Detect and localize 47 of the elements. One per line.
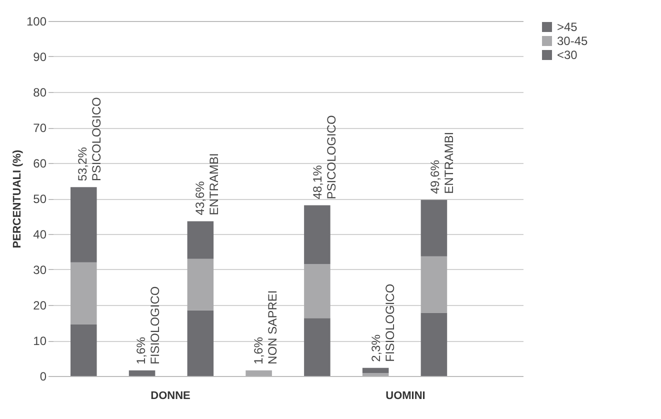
x-tick-label: FISIOLOGICO <box>383 284 398 362</box>
y-tick-label: 0 <box>40 370 47 384</box>
x-tick-label: ENTRAMBI <box>442 132 456 194</box>
legend-label: 30-45 <box>557 34 588 48</box>
bar <box>304 264 330 318</box>
bar <box>304 318 330 376</box>
total-label: 1,6% <box>134 336 148 364</box>
y-tick-label: 80 <box>33 86 47 100</box>
total-label: 49,6% <box>428 160 442 194</box>
y-axis-title: PERCENTUALI (%) <box>11 149 24 248</box>
bar <box>362 368 389 374</box>
y-tick-label: 70 <box>33 121 47 135</box>
y-tick-label: 30 <box>33 263 47 277</box>
bar <box>362 373 389 376</box>
y-tick-label: 50 <box>33 192 47 206</box>
bar <box>187 310 214 376</box>
y-tick-label: 60 <box>33 156 47 170</box>
total-label: 48,1% <box>310 164 324 200</box>
bar <box>246 370 272 376</box>
bar <box>70 324 97 376</box>
y-tick-label: 90 <box>33 50 47 64</box>
bar <box>420 256 448 313</box>
bar <box>128 370 156 376</box>
bar <box>70 262 97 325</box>
text: UOMINI <box>386 390 426 402</box>
x-tick-label: NON SAPREI <box>266 290 280 364</box>
bar <box>420 200 448 256</box>
legend-label: <30 <box>557 48 578 62</box>
bar <box>187 221 214 259</box>
total-label: 53,2% <box>75 146 90 182</box>
x-tick-label: FISIOLOGICO <box>148 286 162 364</box>
total-label: 1,6% <box>252 336 266 364</box>
bar <box>70 187 97 262</box>
total-label: 43,6% <box>192 180 207 216</box>
x-tick-label: ENTRAMBI <box>206 153 221 216</box>
text: DONNE <box>150 390 190 402</box>
bar <box>304 205 330 264</box>
y-tick-label: 40 <box>33 228 47 242</box>
y-tick-label: 100 <box>26 14 47 28</box>
legend-label: >45 <box>557 20 578 34</box>
bar <box>420 312 448 376</box>
x-tick-label: PSICOLOGICO <box>324 115 338 200</box>
x-tick-label: PSICOLOGICO <box>89 97 104 182</box>
bar <box>187 258 214 310</box>
total-label: 2,3% <box>369 334 384 362</box>
y-tick-label: 10 <box>33 334 47 348</box>
y-tick-label: 20 <box>33 298 47 312</box>
